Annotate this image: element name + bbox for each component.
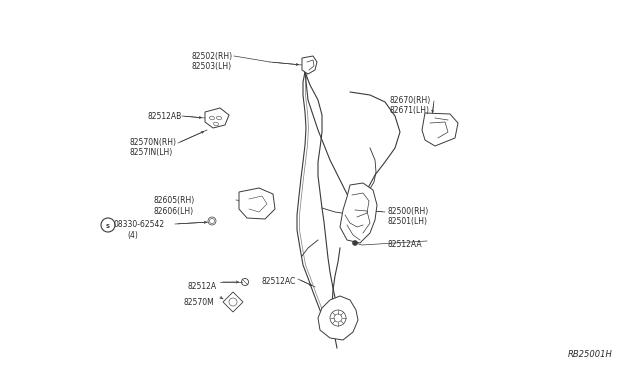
Text: 82512AB: 82512AB [147,112,181,121]
Polygon shape [422,113,458,146]
Text: 82503(LH): 82503(LH) [192,62,232,71]
Polygon shape [318,296,358,340]
Text: (4): (4) [127,231,138,240]
Text: 82512A: 82512A [188,282,217,291]
Text: 08330-62542: 08330-62542 [113,220,164,229]
Polygon shape [223,292,243,312]
Text: S: S [106,224,110,228]
Text: 82502(RH): 82502(RH) [192,52,233,61]
Text: 82501(LH): 82501(LH) [388,217,428,226]
Text: 82500(RH): 82500(RH) [388,207,429,216]
Text: RB25001H: RB25001H [568,350,612,359]
Circle shape [208,217,216,225]
Polygon shape [302,56,317,74]
Circle shape [353,241,358,246]
Polygon shape [239,188,275,219]
Text: 8257IN(LH): 8257IN(LH) [130,148,173,157]
Text: 82570N(RH): 82570N(RH) [130,138,177,147]
Text: 82670(RH): 82670(RH) [390,96,431,105]
Text: 82605(RH): 82605(RH) [154,196,195,205]
Text: 82606(LH): 82606(LH) [154,207,194,216]
Polygon shape [340,183,377,243]
Text: 82512AC: 82512AC [262,277,296,286]
Text: 82570M: 82570M [183,298,214,307]
Polygon shape [205,108,229,128]
Text: 82671(LH): 82671(LH) [390,106,430,115]
Text: 82512AA: 82512AA [388,240,422,249]
